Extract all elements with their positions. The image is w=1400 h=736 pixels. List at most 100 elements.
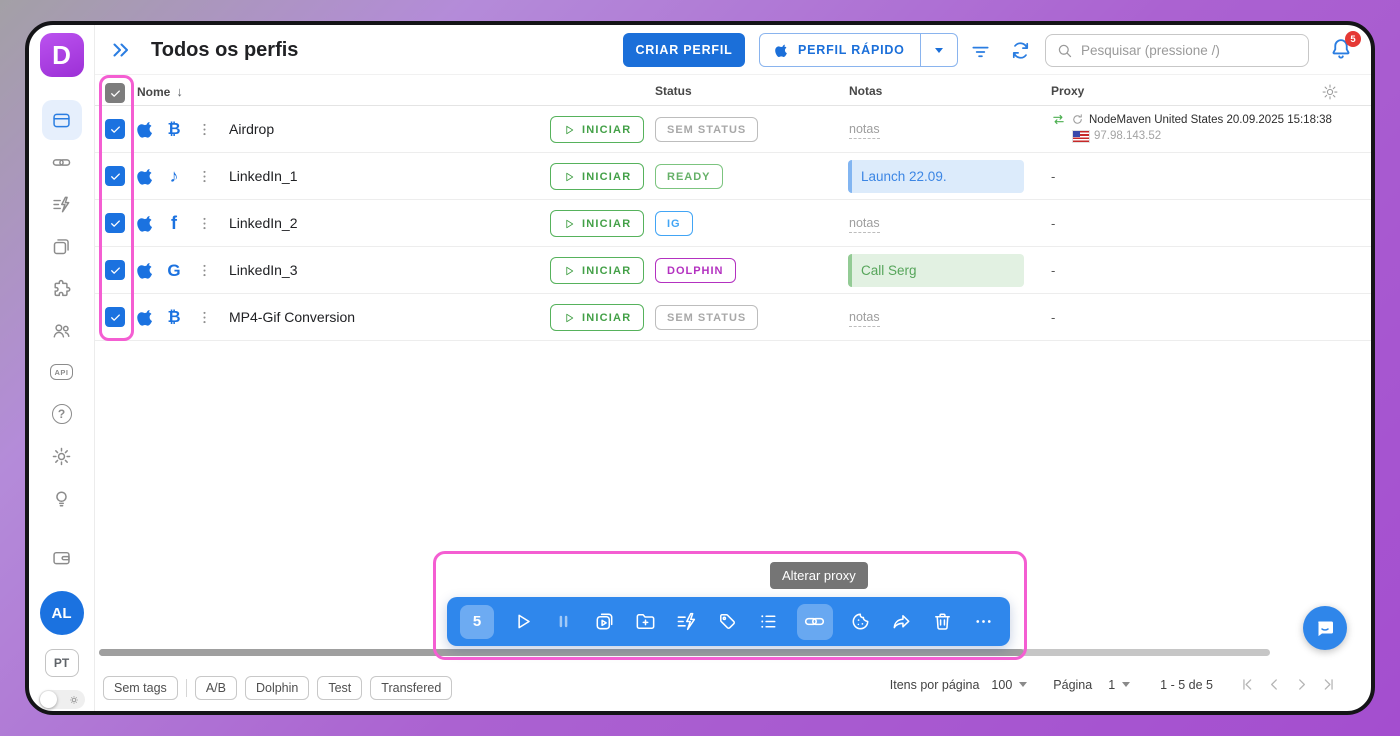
notes-placeholder[interactable]: notas bbox=[849, 216, 880, 233]
proxy-cell[interactable]: - bbox=[1051, 310, 1056, 325]
sidebar-item-team[interactable] bbox=[42, 310, 82, 350]
row-menu-button[interactable] bbox=[195, 106, 213, 153]
sidebar-item-billing[interactable] bbox=[42, 537, 82, 577]
user-avatar[interactable]: AL bbox=[39, 591, 84, 635]
row-menu-button[interactable] bbox=[195, 247, 213, 294]
profile-name[interactable]: LinkedIn_1 bbox=[229, 168, 298, 184]
tag-ab[interactable]: A/B bbox=[194, 676, 237, 700]
start-profile-button[interactable]: INICIAR bbox=[550, 304, 645, 331]
row-checkbox[interactable] bbox=[105, 119, 125, 139]
bulk-more-button[interactable] bbox=[971, 609, 997, 635]
horizontal-scrollbar[interactable] bbox=[99, 649, 1024, 656]
language-selector[interactable]: PT bbox=[44, 649, 79, 677]
sidebar-item-ideas[interactable] bbox=[42, 478, 82, 518]
proxy-cell[interactable]: - bbox=[1051, 169, 1056, 184]
bulk-change-proxy-button[interactable] bbox=[796, 603, 833, 640]
row-checkbox[interactable] bbox=[105, 307, 125, 327]
bulk-cookies-button[interactable] bbox=[848, 609, 874, 635]
status-badge[interactable]: SEM STATUS bbox=[655, 117, 759, 142]
search-input[interactable] bbox=[1081, 43, 1298, 58]
status-badge[interactable]: SEM STATUS bbox=[655, 305, 759, 330]
table-row[interactable]: ₿ Airdrop INICIAR SEM STATUS notas NodeM… bbox=[95, 106, 1371, 153]
page-number[interactable]: 1 bbox=[1108, 677, 1116, 692]
table-row[interactable]: G LinkedIn_3 INICIAR DOLPHIN Call Serg - bbox=[95, 247, 1371, 294]
row-menu-button[interactable] bbox=[195, 294, 213, 341]
row-menu-button[interactable] bbox=[195, 200, 213, 247]
proxy-cell[interactable]: - bbox=[1051, 263, 1056, 278]
refresh-button[interactable] bbox=[1007, 37, 1033, 63]
prev-page-icon[interactable] bbox=[1266, 676, 1283, 693]
tag-transfered[interactable]: Transfered bbox=[370, 676, 453, 700]
tag-filter-bar: Sem tags A/B Dolphin Test Transfered bbox=[103, 676, 453, 700]
sidebar-item-extensions[interactable] bbox=[42, 268, 82, 308]
profile-name[interactable]: Airdrop bbox=[229, 121, 275, 137]
table-row[interactable]: f LinkedIn_2 INICIAR IG notas - bbox=[95, 200, 1371, 247]
notifications-button[interactable]: 5 bbox=[1328, 31, 1361, 64]
sidebar-item-bookmarks[interactable] bbox=[42, 226, 82, 266]
column-header-proxy[interactable]: Proxy bbox=[1051, 84, 1084, 98]
app-logo[interactable]: D bbox=[39, 33, 84, 77]
column-header-name[interactable]: Nome ↓ bbox=[137, 84, 183, 99]
chat-widget-button[interactable] bbox=[1303, 606, 1347, 650]
sidebar-item-automation[interactable] bbox=[42, 184, 82, 224]
profile-name[interactable]: LinkedIn_2 bbox=[229, 215, 298, 231]
bulk-tags-button[interactable] bbox=[714, 609, 740, 635]
first-page-icon[interactable] bbox=[1239, 676, 1256, 693]
quick-profile-button[interactable]: PERFIL RÁPIDO bbox=[760, 34, 920, 66]
bulk-automation-button[interactable] bbox=[673, 609, 699, 635]
status-badge[interactable]: DOLPHIN bbox=[655, 258, 736, 283]
quick-profile-dropdown-button[interactable] bbox=[919, 34, 957, 66]
bulk-delete-button[interactable] bbox=[930, 609, 956, 635]
chevron-down-icon[interactable] bbox=[1019, 682, 1028, 687]
chevron-down-icon[interactable] bbox=[1122, 682, 1131, 687]
start-profile-button[interactable]: INICIAR bbox=[550, 210, 645, 237]
proxy-cell[interactable]: NodeMaven United States 20.09.2025 15:18… bbox=[1051, 112, 1332, 143]
row-checkbox[interactable] bbox=[105, 213, 125, 233]
status-badge[interactable]: IG bbox=[655, 211, 693, 236]
start-profile-button[interactable]: INICIAR bbox=[550, 163, 645, 190]
bulk-move-to-folder-button[interactable] bbox=[632, 609, 658, 635]
pagination-nav bbox=[1239, 676, 1337, 693]
start-profile-button[interactable]: INICIAR bbox=[550, 116, 645, 143]
bulk-status-button[interactable] bbox=[756, 609, 782, 635]
notes-placeholder[interactable]: notas bbox=[849, 310, 880, 327]
sidebar-item-api[interactable]: API bbox=[42, 352, 82, 392]
tag-test[interactable]: Test bbox=[317, 676, 363, 700]
proxy-cell[interactable]: - bbox=[1051, 216, 1056, 231]
bulk-pause-button[interactable] bbox=[550, 609, 576, 635]
sidebar-item-proxy[interactable] bbox=[42, 142, 82, 182]
start-profile-button[interactable]: INICIAR bbox=[550, 257, 645, 284]
tag-sem-tags[interactable]: Sem tags bbox=[103, 676, 178, 700]
column-settings-button[interactable] bbox=[1321, 83, 1341, 103]
items-per-page-value[interactable]: 100 bbox=[991, 677, 1013, 692]
filter-button[interactable] bbox=[967, 38, 993, 64]
row-checkbox[interactable] bbox=[105, 166, 125, 186]
column-header-notes[interactable]: Notas bbox=[849, 84, 882, 98]
last-page-icon[interactable] bbox=[1320, 676, 1337, 693]
bulk-share-button[interactable] bbox=[889, 609, 915, 635]
note-chip[interactable]: Call Serg bbox=[848, 254, 1024, 287]
expand-sidebar-button[interactable] bbox=[109, 38, 133, 62]
create-profile-button[interactable]: CRIAR PERFIL bbox=[623, 33, 745, 67]
next-page-icon[interactable] bbox=[1293, 676, 1310, 693]
tag-dolphin[interactable]: Dolphin bbox=[244, 676, 310, 700]
status-badge[interactable]: READY bbox=[655, 164, 723, 189]
profile-name[interactable]: LinkedIn_3 bbox=[229, 262, 298, 278]
table-row[interactable]: ₿ MP4-Gif Conversion INICIAR SEM STATUS … bbox=[95, 294, 1371, 341]
sidebar-item-profiles[interactable] bbox=[41, 100, 82, 140]
table-row[interactable]: ♪ LinkedIn_1 INICIAR READY Launch 22.09.… bbox=[95, 153, 1371, 200]
bulk-start-button[interactable] bbox=[509, 609, 535, 635]
notes-placeholder[interactable]: notas bbox=[849, 122, 880, 139]
theme-toggle[interactable] bbox=[38, 690, 85, 709]
row-menu-button[interactable] bbox=[195, 153, 213, 200]
sidebar-item-settings[interactable] bbox=[42, 436, 82, 476]
row-checkbox[interactable] bbox=[105, 260, 125, 280]
column-header-status[interactable]: Status bbox=[655, 84, 692, 98]
note-chip[interactable]: Launch 22.09. bbox=[848, 160, 1024, 193]
bulk-clone-button[interactable] bbox=[591, 609, 617, 635]
play-icon bbox=[566, 172, 574, 181]
sidebar-item-help[interactable]: ? bbox=[42, 394, 82, 434]
search-box bbox=[1045, 34, 1309, 67]
select-all-checkbox[interactable] bbox=[105, 83, 125, 103]
profile-name[interactable]: MP4-Gif Conversion bbox=[229, 309, 356, 325]
